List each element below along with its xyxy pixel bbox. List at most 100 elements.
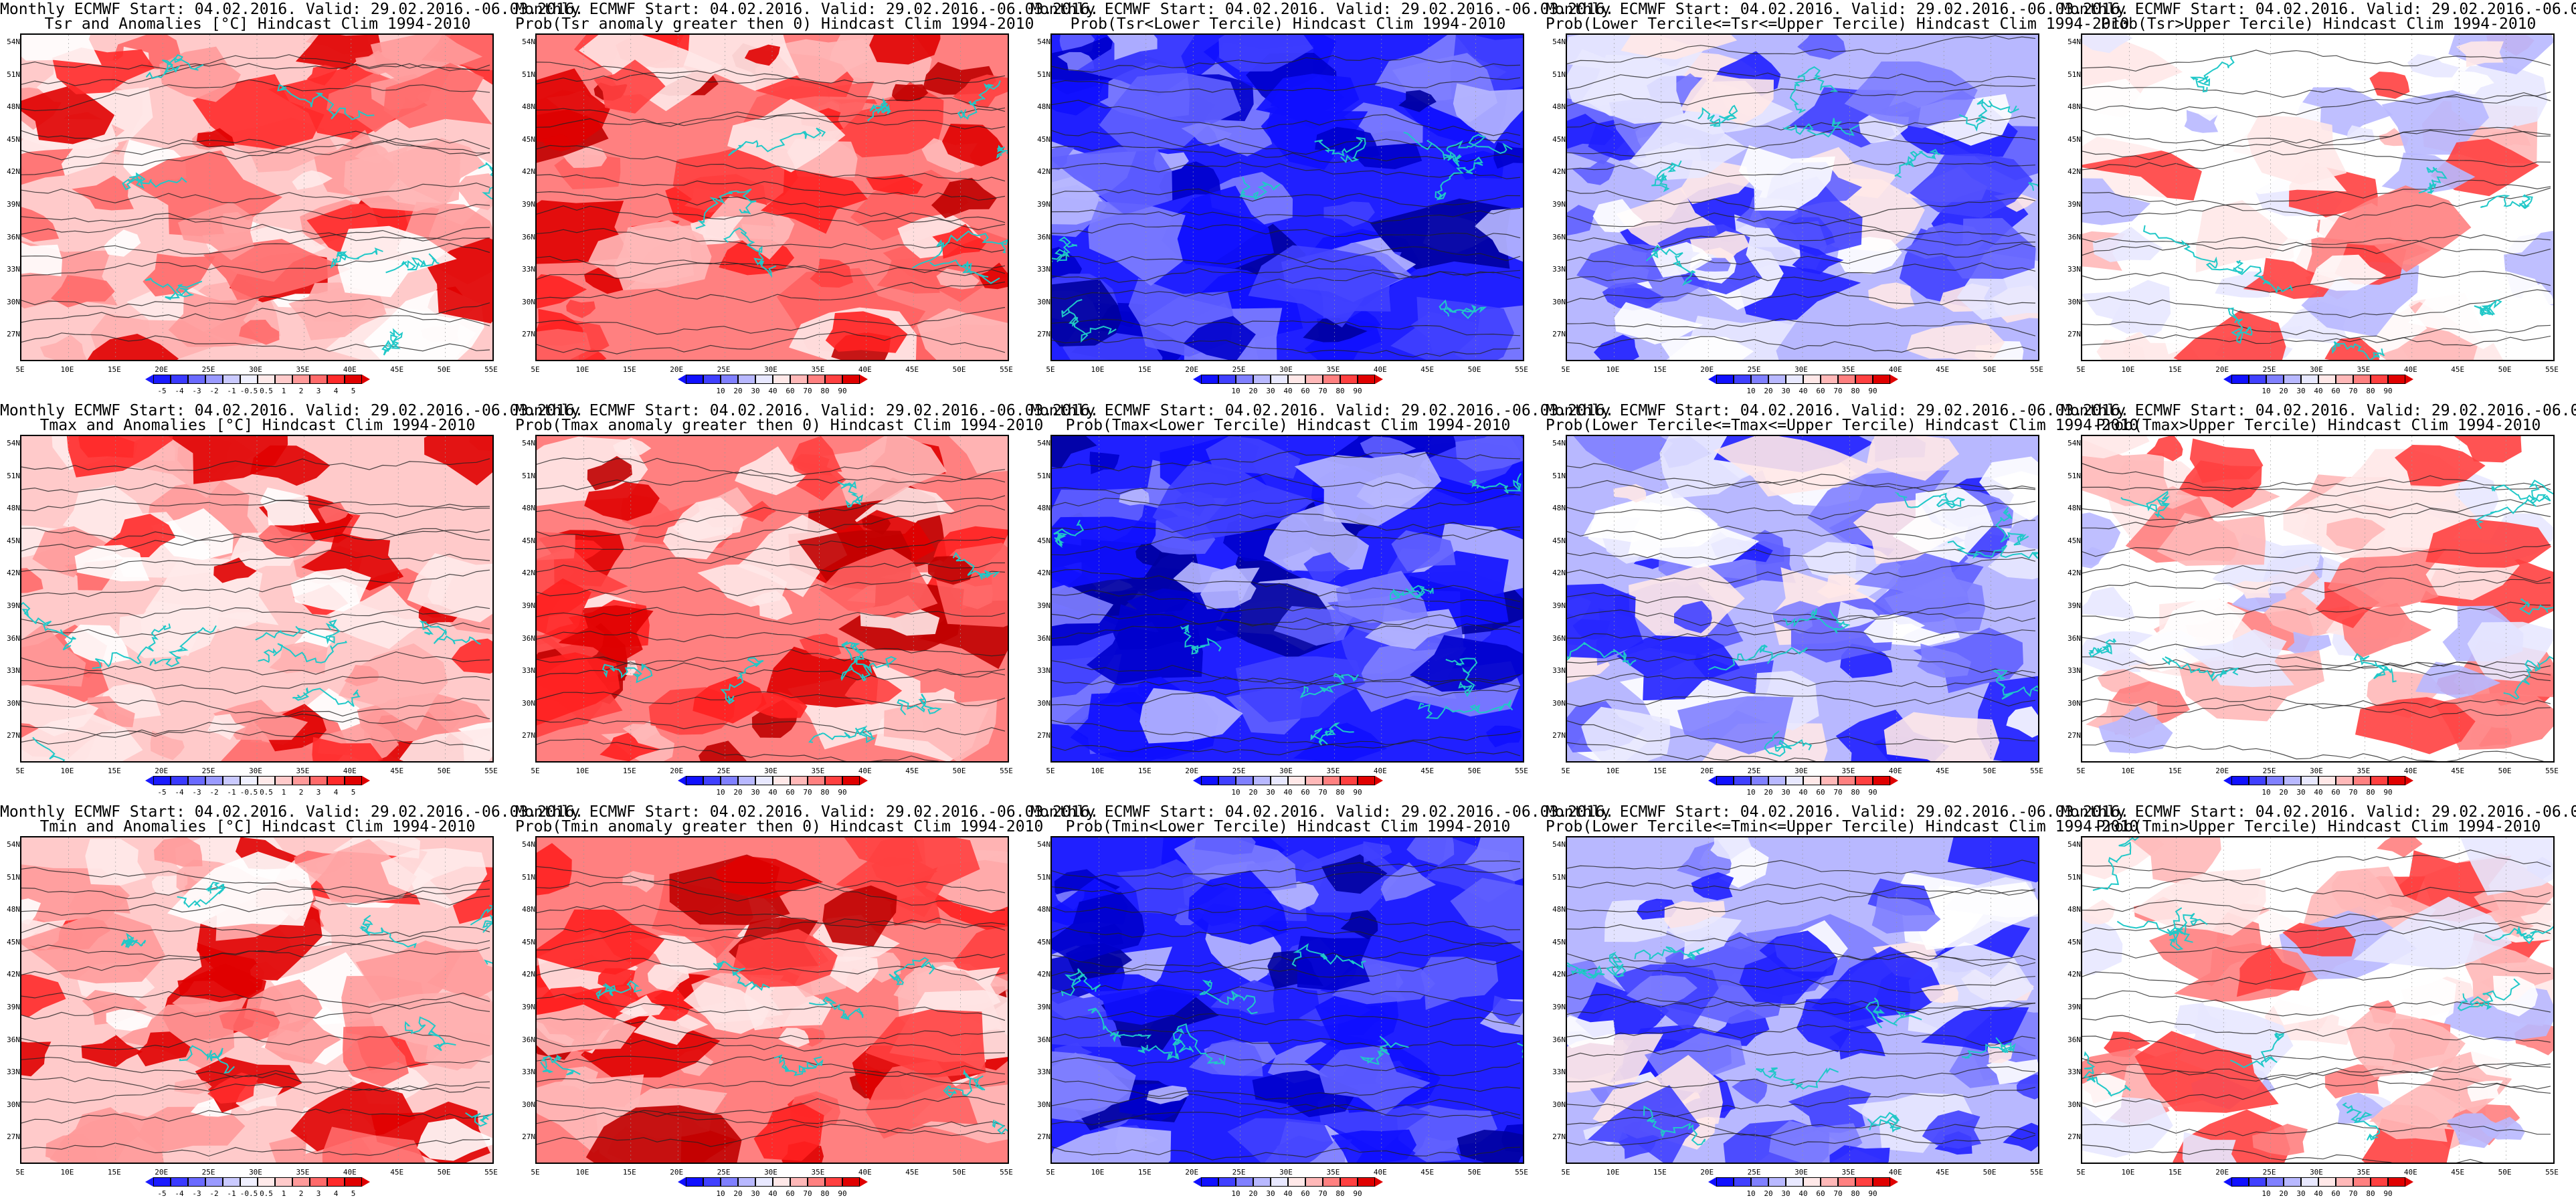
shaded-area <box>380 847 488 909</box>
coastline <box>1634 946 1705 961</box>
latitude-label: 39N <box>1037 200 1050 209</box>
latitude-label: 27N <box>522 1132 535 1142</box>
shaded-area <box>2156 512 2266 566</box>
shaded-area <box>269 641 328 674</box>
colorbar-segment <box>1768 1177 1786 1187</box>
isotherm-contour <box>537 866 1006 912</box>
colorbar-label: 90 <box>2383 788 2393 797</box>
isotherm-contour <box>21 1108 490 1124</box>
colorbar-segment <box>755 375 773 384</box>
shaded-area <box>407 553 492 623</box>
isotherm-contour <box>21 1060 490 1090</box>
colorbar-segment <box>1803 776 1821 785</box>
latitude-label: 33N <box>2067 1068 2081 1077</box>
latitude-label: 27N <box>522 731 535 740</box>
coastline <box>255 619 341 645</box>
colorbar-segment <box>205 776 223 785</box>
isotherm-contour <box>537 107 1006 128</box>
longitude-label: 15E <box>1653 1168 1667 1177</box>
longitude-label: 20E <box>2215 767 2229 775</box>
latitude-label: 45N <box>7 536 20 545</box>
isotherm-contour <box>1567 190 2036 237</box>
colorbar-segment <box>258 375 275 384</box>
shaded-area <box>537 843 572 896</box>
forecast-map <box>535 836 1009 1164</box>
colorbar-segment <box>1768 375 1786 384</box>
isotherm-contour <box>1052 337 1521 358</box>
shaded-area <box>613 437 652 458</box>
colorbar-segment <box>808 375 825 384</box>
shaded-area <box>953 74 1008 108</box>
latitude-label: 33N <box>1552 1068 1566 1077</box>
colorbar-label: 20 <box>1764 1189 1773 1198</box>
isotherm-contour <box>1052 100 1521 136</box>
colorbar-label: 40 <box>1799 1189 1808 1198</box>
shaded-area <box>258 524 316 559</box>
coastline <box>32 736 66 761</box>
longitude-label: 25E <box>2262 1168 2276 1177</box>
panel-title-line1: Monthly ECMWF Start: 04.02.2016. Valid: … <box>2061 1 2576 18</box>
colorbar-label: 20 <box>733 387 743 395</box>
colorbar-segment <box>2353 1177 2371 1187</box>
latitude-label: 27N <box>1037 1132 1050 1142</box>
shaded-area <box>1200 565 1257 609</box>
colorbar-label: 40 <box>2314 387 2323 395</box>
coastline <box>1403 131 1462 167</box>
panel-title-line1: Monthly ECMWF Start: 04.02.2016. Valid: … <box>515 402 1099 419</box>
longitude-label: 40E <box>1373 767 1387 775</box>
coastline <box>145 278 203 300</box>
isotherm-contour <box>2082 963 2551 985</box>
isotherm-contour <box>21 866 490 897</box>
colorbar-arrow-left <box>1193 1177 1201 1187</box>
colorbar-label: 1 <box>281 387 286 395</box>
shaded-area <box>370 35 483 92</box>
latitude-label: 33N <box>522 265 535 274</box>
colorbar-segment <box>1358 375 1375 384</box>
map-canvas <box>2082 35 2553 360</box>
colorbar-label: 80 <box>1336 1189 1345 1198</box>
isotherm-contour <box>1052 1011 1521 1028</box>
latitude-label: 36N <box>522 1035 535 1044</box>
shaded-area <box>1303 552 1350 583</box>
colorbar-label: 90 <box>1353 788 1362 797</box>
coastline <box>1360 1035 1409 1065</box>
shaded-area <box>1689 231 1750 264</box>
shaded-area <box>1146 1086 1189 1104</box>
latitude-label: 54N <box>522 439 535 447</box>
isotherm-contour <box>21 229 490 259</box>
latitude-label: 30N <box>7 1100 20 1109</box>
map-panel: Monthly ECMWF Start: 04.02.2016. Valid: … <box>1030 0 1614 401</box>
shaded-area <box>296 839 418 904</box>
coastline <box>1435 157 1483 201</box>
shaded-area <box>1602 282 1665 311</box>
shaded-area <box>74 544 150 582</box>
colorbar-segment <box>1271 776 1288 785</box>
longitude-label: 55E <box>1515 365 1528 374</box>
isotherm-contour <box>2082 130 2551 161</box>
colorbar-arrow-left <box>2223 1177 2231 1187</box>
colorbar-segment <box>327 375 345 384</box>
latitude-label: 33N <box>1552 666 1566 676</box>
isotherm-contour <box>2082 484 2551 497</box>
latitude-label: 54N <box>1037 37 1050 46</box>
isotherm-contour <box>1052 906 1521 930</box>
colorbar-segment <box>1855 1177 1873 1187</box>
latitude-label: 27N <box>7 330 20 339</box>
colorbar-segment <box>808 1177 825 1187</box>
isotherm-contour <box>2082 900 2551 920</box>
map-canvas <box>537 35 1008 360</box>
longitude-label: 55E <box>2545 1168 2559 1177</box>
colorbar-segment <box>2266 375 2284 384</box>
isotherm-contour <box>537 662 1006 681</box>
longitude-label: 25E <box>1747 767 1761 775</box>
colorbar-segment <box>842 375 860 384</box>
shaded-area <box>1567 1033 1663 1093</box>
longitude-label: 30E <box>249 767 262 775</box>
longitude-label: 5E <box>15 767 25 775</box>
isotherm-contour <box>537 191 1006 231</box>
colorbar-arrow-left <box>678 776 686 785</box>
colorbar-segment <box>153 375 171 384</box>
colorbar <box>678 375 868 384</box>
isotherm-contour <box>2082 920 2551 959</box>
shaded-area <box>343 144 461 212</box>
